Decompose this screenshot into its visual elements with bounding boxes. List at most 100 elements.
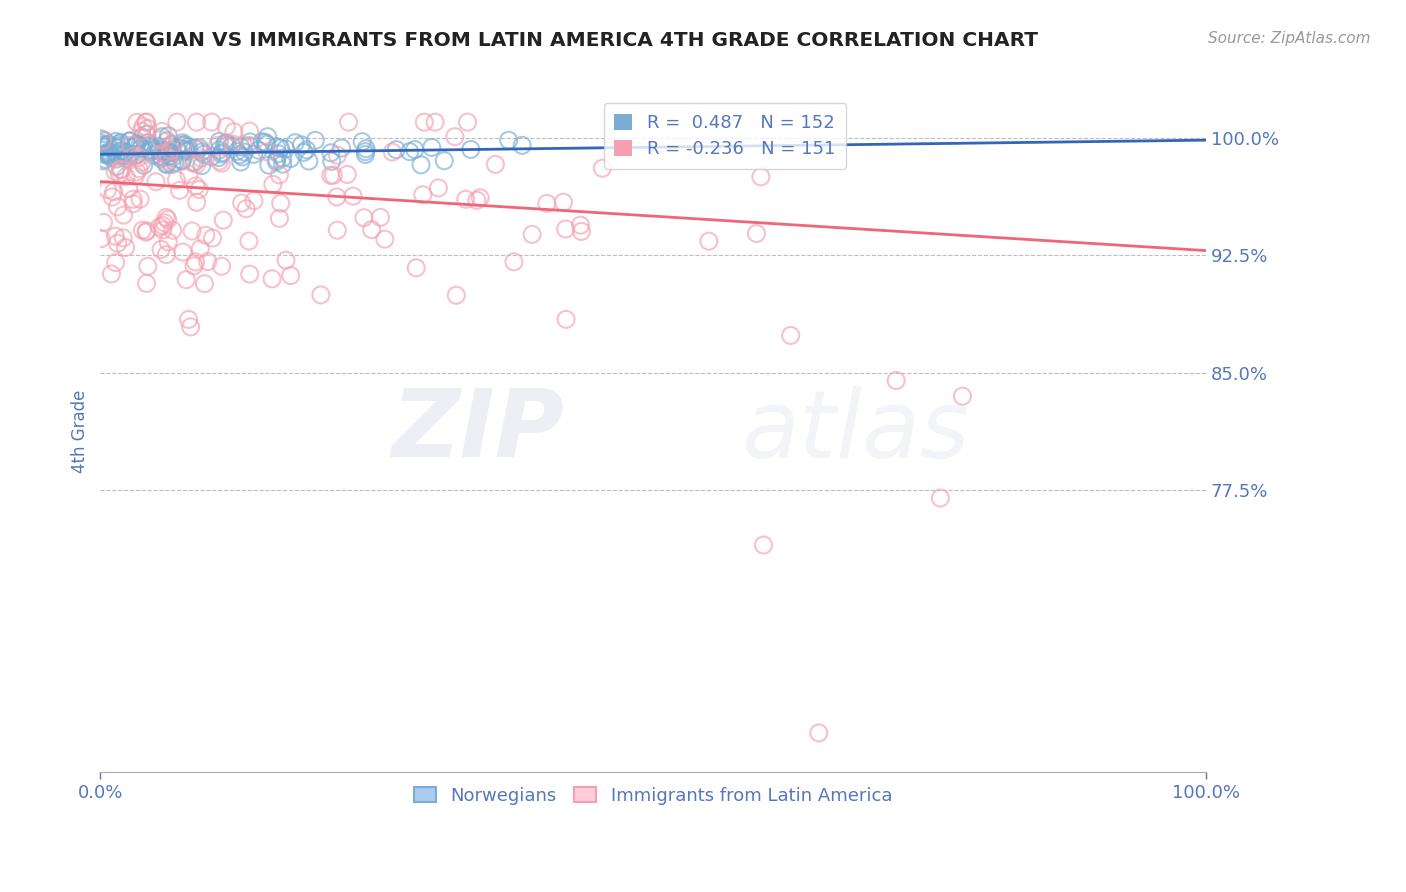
Point <box>269 211 291 226</box>
Point <box>412 187 434 202</box>
Point <box>122 196 145 211</box>
Point <box>319 145 342 160</box>
Point <box>93 215 115 229</box>
Point <box>156 212 179 227</box>
Point <box>470 191 492 205</box>
Point <box>145 175 167 189</box>
Point <box>256 145 278 159</box>
Point <box>360 222 382 236</box>
Point <box>232 138 254 153</box>
Point <box>100 151 122 165</box>
Point <box>184 141 207 155</box>
Point <box>413 115 436 129</box>
Point <box>110 136 132 150</box>
Point <box>105 146 128 161</box>
Point <box>398 145 420 159</box>
Point <box>96 137 118 152</box>
Point <box>172 142 194 156</box>
Point <box>138 138 160 153</box>
Point <box>226 145 249 159</box>
Point <box>353 211 375 225</box>
Point <box>129 140 152 154</box>
Point <box>454 192 477 206</box>
Point <box>177 167 200 181</box>
Point <box>884 374 907 388</box>
Point <box>745 227 768 241</box>
Point <box>187 143 209 157</box>
Point <box>269 141 291 155</box>
Point <box>96 183 118 197</box>
Point <box>326 148 349 162</box>
Point <box>136 260 159 274</box>
Point <box>108 162 131 177</box>
Point <box>122 192 145 206</box>
Point <box>295 143 318 157</box>
Point <box>326 190 349 204</box>
Point <box>188 242 211 256</box>
Point <box>120 138 142 153</box>
Point <box>110 138 132 153</box>
Point <box>423 115 446 129</box>
Point <box>157 151 180 165</box>
Point <box>160 145 183 160</box>
Point <box>118 149 141 163</box>
Point <box>536 196 558 211</box>
Point <box>292 145 315 160</box>
Point <box>132 158 155 172</box>
Point <box>298 154 321 169</box>
Point <box>150 129 173 144</box>
Point <box>170 153 193 168</box>
Point <box>262 178 284 192</box>
Point <box>181 224 204 238</box>
Point <box>188 182 211 196</box>
Point <box>124 139 146 153</box>
Point <box>271 157 294 171</box>
Point <box>125 115 148 129</box>
Point <box>156 158 179 172</box>
Point <box>148 219 170 234</box>
Point <box>125 137 148 152</box>
Point <box>160 157 183 171</box>
Point <box>98 148 121 162</box>
Point <box>157 146 180 161</box>
Point <box>433 153 456 168</box>
Point <box>381 145 404 159</box>
Point <box>125 164 148 178</box>
Point <box>183 259 205 273</box>
Point <box>503 254 526 268</box>
Point <box>174 142 197 156</box>
Point <box>128 138 150 153</box>
Point <box>208 143 231 157</box>
Point <box>177 312 200 326</box>
Point <box>235 202 257 216</box>
Point <box>97 147 120 161</box>
Point <box>150 150 173 164</box>
Point <box>153 146 176 161</box>
Point <box>239 267 262 281</box>
Point <box>374 232 396 246</box>
Point <box>112 231 135 245</box>
Point <box>337 115 360 129</box>
Point <box>157 149 180 163</box>
Point <box>183 155 205 169</box>
Point <box>271 151 294 165</box>
Point <box>97 146 120 161</box>
Point <box>188 141 211 155</box>
Point <box>91 147 114 161</box>
Point <box>149 142 172 156</box>
Point <box>156 134 179 148</box>
Point <box>162 137 184 152</box>
Point <box>152 223 174 237</box>
Point <box>256 129 278 144</box>
Point <box>190 151 212 165</box>
Point <box>176 145 198 159</box>
Point <box>155 247 177 261</box>
Point <box>217 138 239 153</box>
Point <box>118 181 141 195</box>
Point <box>160 137 183 152</box>
Point <box>115 169 138 184</box>
Point <box>779 328 801 343</box>
Point <box>174 273 197 287</box>
Point <box>94 140 117 154</box>
Point <box>129 192 152 206</box>
